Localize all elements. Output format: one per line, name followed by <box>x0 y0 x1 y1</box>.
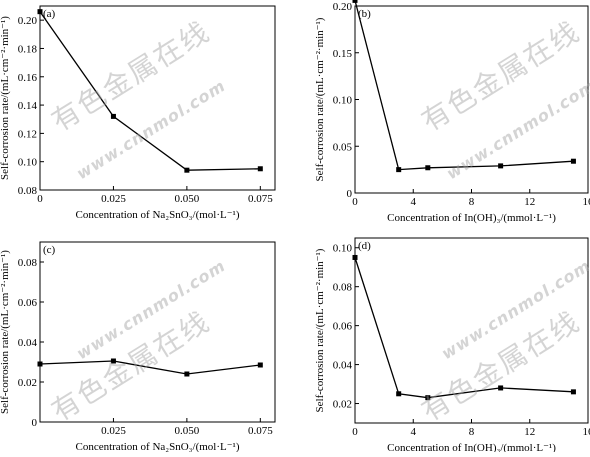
data-point-a <box>111 114 116 119</box>
y-tick-label-b: 0 <box>347 188 353 200</box>
y-tick-label-d: 0.08 <box>333 282 353 294</box>
data-point-a <box>184 168 189 173</box>
data-point-b <box>571 159 576 164</box>
y-tick-label-b: 0.10 <box>333 95 353 107</box>
y-tick-label-c: 0.02 <box>18 377 37 389</box>
plot-frame-a <box>40 6 275 190</box>
data-point-c <box>184 372 189 377</box>
x-tick-label-d: 16 <box>583 426 590 438</box>
x-tick-label-b: 0 <box>352 196 358 208</box>
y-tick-label-c: 0 <box>32 417 38 429</box>
data-point-d <box>396 391 401 396</box>
y-tick-label-a: 0.20 <box>18 15 38 27</box>
plot-frame-c <box>40 242 275 422</box>
data-point-b <box>425 165 430 170</box>
data-point-d <box>571 389 576 394</box>
series-line-c <box>40 361 260 374</box>
y-tick-label-d: 0.10 <box>333 243 353 255</box>
x-tick-label-b: 12 <box>524 196 535 208</box>
data-point-a <box>38 9 43 14</box>
y-tick-label-b: 0.15 <box>333 48 353 60</box>
y-tick-label-a: 0.16 <box>18 72 38 84</box>
x-tick-label-c: 0.075 <box>248 425 273 437</box>
x-axis-title-c: Concentration of Na₂SnO₃/(mol·L⁻¹) <box>75 441 239 452</box>
x-tick-label-b: 8 <box>469 196 475 208</box>
x-tick-label-d: 0 <box>352 426 358 438</box>
y-tick-label-a: 0.10 <box>18 157 38 169</box>
x-tick-label-c: 0.050 <box>175 425 200 437</box>
y-tick-label-c: 0.08 <box>18 257 38 269</box>
x-tick-label-a: 0.025 <box>101 193 126 205</box>
series-line-d <box>355 258 573 398</box>
x-axis-title-b: Concentration of In(OH)₃/(mmol·L⁻¹) <box>387 212 556 224</box>
x-axis-title-d: Concentration of In(OH)₃/(mmol·L⁻¹) <box>387 442 556 452</box>
data-point-b <box>498 163 503 168</box>
data-point-d <box>498 385 503 390</box>
series-line-a <box>40 12 260 171</box>
y-tick-label-a: 0.12 <box>18 128 37 140</box>
y-tick-label-a: 0.18 <box>18 43 38 55</box>
y-tick-label-d: 0.06 <box>333 321 353 333</box>
data-point-c <box>111 359 116 364</box>
x-tick-label-b: 16 <box>583 196 590 208</box>
plot-frame-b <box>355 6 588 193</box>
x-tick-label-a: 0.050 <box>175 193 200 205</box>
y-tick-label-b: 0.05 <box>333 141 353 153</box>
x-tick-label-a: 0 <box>37 193 43 205</box>
y-tick-label-d: 0.04 <box>333 360 353 372</box>
data-point-d <box>353 255 358 260</box>
data-point-c <box>38 362 43 367</box>
y-tick-label-a: 0.14 <box>18 100 38 112</box>
x-tick-label-d: 4 <box>411 426 417 438</box>
x-tick-label-d: 12 <box>524 426 535 438</box>
panel-label-c: (c) <box>43 244 56 256</box>
data-point-b <box>396 167 401 172</box>
x-tick-label-a: 0.075 <box>248 193 273 205</box>
y-axis-title-a: Self-corrosion rate/(mL·cm⁻²·min⁻¹) <box>0 16 11 180</box>
y-tick-label-a: 0.08 <box>18 185 38 197</box>
x-tick-label-d: 8 <box>469 426 475 438</box>
x-axis-title-a: Concentration of Na₂SnO₃/(mol·L⁻¹) <box>75 209 239 221</box>
y-tick-label-d: 0.02 <box>333 399 352 411</box>
panel-label-d: (d) <box>358 240 371 252</box>
data-point-b <box>353 0 358 3</box>
data-point-a <box>258 166 263 171</box>
y-tick-label-c: 0.04 <box>18 337 38 349</box>
y-tick-label-b: 0.20 <box>333 1 353 13</box>
data-point-c <box>258 363 263 368</box>
y-axis-title-b: Self-corrosion rate/(mL·cm⁻²·min⁻¹) <box>314 17 326 181</box>
data-point-d <box>425 395 430 400</box>
x-tick-label-c: 0.025 <box>101 425 126 437</box>
x-tick-label-b: 4 <box>411 196 417 208</box>
y-axis-title-c: Self-corrosion rate/(mL·cm⁻²·min⁻¹) <box>0 250 11 414</box>
series-line-b <box>355 0 573 169</box>
y-axis-title-d: Self-corrosion rate/(mL·cm⁻²·min⁻¹) <box>314 248 326 412</box>
plot-frame-d <box>355 238 588 423</box>
y-tick-label-c: 0.06 <box>18 297 38 309</box>
